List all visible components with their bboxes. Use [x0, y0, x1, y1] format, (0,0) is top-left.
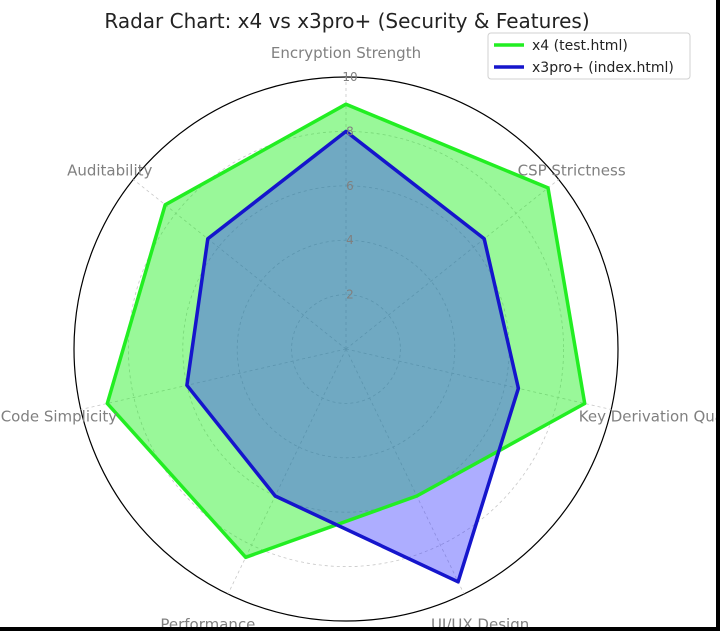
legend-entry-label: x3pro+ (index.html)	[532, 60, 674, 76]
radial-tick-label: 2	[346, 288, 354, 302]
radial-tick-label: 8	[346, 124, 354, 138]
series-layer	[105, 102, 587, 584]
series-fill-0	[107, 104, 585, 558]
axis-label: UI/UX Design	[431, 616, 529, 627]
radial-tick-label: 10	[342, 70, 357, 84]
legend: x4 (test.html) x3pro+ (index.html)	[487, 32, 691, 80]
axis-labels: Encryption Strength CSP Strictness Key Der…	[1, 44, 716, 627]
axis-label: Key Derivation Quality	[579, 408, 716, 426]
radial-tick-labels: 2 4 6 8 10	[342, 70, 357, 302]
grid-circle	[291, 294, 401, 404]
radial-tick-label: 4	[346, 233, 354, 247]
axis-label: CSP Strictness	[518, 162, 626, 180]
axis-label: Performance	[160, 616, 255, 627]
series-fill-1	[186, 131, 519, 582]
legend-box	[487, 32, 691, 80]
series-line-0	[105, 102, 587, 560]
grid-circle	[127, 130, 565, 568]
series-line-1	[185, 129, 521, 584]
axis-label: Code Simplicity	[1, 408, 118, 426]
axis-label: Auditability	[67, 162, 152, 180]
legend-entry-label: x4 (test.html)	[532, 38, 628, 54]
radial-tick-label: 6	[346, 179, 354, 193]
axis-label: Encryption Strength	[271, 44, 421, 62]
chart-title: Radar Chart: x4 vs x3pro+ (Security & Fe…	[104, 9, 589, 33]
